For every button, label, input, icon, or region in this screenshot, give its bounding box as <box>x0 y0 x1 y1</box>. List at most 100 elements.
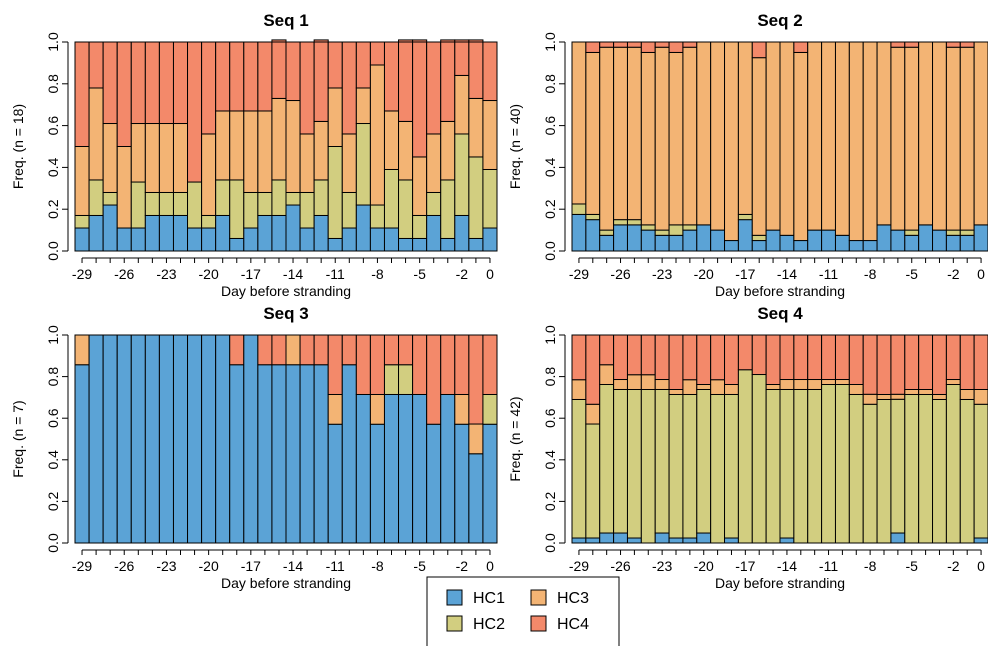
bar-segment-hc3-day--27 <box>102 123 118 193</box>
bar-segment-hc3-day--15 <box>765 384 781 390</box>
plot-frame <box>74 41 498 252</box>
bar-segment-hc2-day--10 <box>834 384 850 544</box>
bar-segment-hc4-day--18 <box>229 41 245 112</box>
bar-segment-hc2-day--20 <box>201 214 217 229</box>
bar-segment-hc3-day--3 <box>440 120 456 181</box>
bar-segment-hc3-day--8 <box>862 393 878 405</box>
bar-segment-hc1-day--8 <box>369 423 385 544</box>
bar-segment-hc1-day--3 <box>440 393 456 544</box>
y-tick-label: 0.2 <box>542 491 558 511</box>
bar-segment-hc1-day--17 <box>737 219 753 252</box>
bar-segment-hc2-day-0 <box>482 393 498 425</box>
bar-segment-hc1-day--27 <box>102 334 118 544</box>
bar-segment-hc2-day--26 <box>613 389 628 534</box>
bar-segment-hc3-day--21 <box>682 46 698 226</box>
bar-segment-hc4-day--8 <box>862 334 878 395</box>
bar-segment-hc2-day--4 <box>918 393 934 544</box>
bar-segment-hc1-day--14 <box>779 537 795 544</box>
bar-segment-hc2-day--16 <box>751 234 767 242</box>
bar-segment-hc1-day--16 <box>751 240 767 252</box>
legend-swatch-hc4 <box>530 615 547 632</box>
bar-segment-hc1-day--23 <box>654 532 670 544</box>
x-tick-label: 0 <box>977 266 985 282</box>
bar-segment-hc4-day--26 <box>116 41 132 147</box>
bar-segment-hc4-day--25 <box>130 41 146 125</box>
bar-segment-hc1-day--1 <box>959 234 975 252</box>
x-tick-label: -8 <box>371 558 384 574</box>
x-tick-label: -5 <box>413 558 426 574</box>
bar-segment-hc4-day--1 <box>468 334 484 425</box>
bar-segment-hc2-day--18 <box>724 393 739 539</box>
bar-segment-hc3-day--27 <box>599 364 615 385</box>
x-tick-label: -23 <box>652 266 672 282</box>
bar-segment-hc3-day--5 <box>412 156 428 216</box>
plot-frame <box>571 41 988 252</box>
bar-segment-hc4-day--8 <box>369 334 385 395</box>
x-tick-label: -29 <box>72 266 92 282</box>
bar-segment-hc4-day--13 <box>793 41 809 53</box>
bar-segment-hc1-day--13 <box>299 227 315 252</box>
x-tick-label: -26 <box>114 558 134 574</box>
bar-segment-hc3-day--6 <box>890 393 906 400</box>
y-tick-label: 0.6 <box>45 116 61 136</box>
bar-segment-hc1-day--9 <box>355 204 371 252</box>
bar-segment-hc4-day--16 <box>751 334 767 376</box>
bar-segment-hc2-day--16 <box>751 374 767 544</box>
bar-segment-hc3-day--28 <box>585 51 601 215</box>
bar-segment-hc3-day--17 <box>737 41 753 215</box>
bar-segment-hc2-day--14 <box>779 389 795 539</box>
bar-segment-hc4-day--28 <box>585 41 601 53</box>
bar-segment-hc4-day--3 <box>440 39 456 122</box>
legend: HC1 HC2 HC3 HC4 <box>426 576 620 646</box>
bar-segment-hc4-day--16 <box>257 41 273 112</box>
x-tick-label: -2 <box>947 558 960 574</box>
bar-segment-hc4-day--15 <box>271 334 287 366</box>
bar-segment-hc1-day--3 <box>440 237 456 252</box>
legend-label-hc1: HC1 <box>473 590 505 607</box>
bar-segment-hc2-day--15 <box>765 389 781 544</box>
panel-4: 0.00.20.40.60.81.0-29 -26 -23 -20 -17 -14 -11-… <box>507 304 988 591</box>
bar-segment-hc4-day-0 <box>482 41 498 102</box>
bar-segment-hc3-day--25 <box>626 46 642 221</box>
bar-segment-hc4-day--5 <box>412 39 428 158</box>
bar-segment-hc1-day--22 <box>172 334 189 544</box>
bar-segment-hc4-day--23 <box>654 334 670 381</box>
bar-segment-hc2-day--21 <box>187 181 203 229</box>
bar-segment-hc2-day--22 <box>172 191 189 216</box>
bar-segment-hc3-day--13 <box>793 379 809 390</box>
x-tick-label: -29 <box>569 558 589 574</box>
bar-segment-hc4-day--15 <box>271 39 287 99</box>
bar-segment-hc1-day--28 <box>585 219 601 252</box>
bar-segment-hc3-day--13 <box>299 133 315 193</box>
bar-segment-hc4-day--6 <box>890 41 906 48</box>
bar-segment-hc4-day--6 <box>890 334 906 395</box>
bar-segment-hc4-day--12 <box>313 39 329 122</box>
bar-segment-hc3-day--10 <box>834 41 850 236</box>
bar-segment-hc4-day--13 <box>299 334 315 366</box>
bar-segment-hc1-day--5 <box>904 234 920 252</box>
bar-segment-hc2-day--3 <box>932 398 947 544</box>
bar-segment-hc3-day--23 <box>158 123 174 193</box>
bar-segment-hc2-day--14 <box>285 191 301 206</box>
x-tick-label: -11 <box>819 266 838 282</box>
x-tick-label: -5 <box>906 266 919 282</box>
bar-segment-hc4-day--28 <box>585 334 601 405</box>
bar-segment-hc1-day--11 <box>327 423 343 544</box>
x-tick-label: -5 <box>413 266 426 282</box>
bar-segment-hc4-day--18 <box>724 334 739 385</box>
bar-segment-hc1-day--28 <box>585 537 601 544</box>
legend-label-hc4: HC4 <box>557 616 589 633</box>
x-tick-label: -23 <box>156 558 176 574</box>
legend-box <box>426 576 620 646</box>
bar-segment-hc3-day--29 <box>74 334 90 366</box>
bar-segment-hc4-day--28 <box>88 41 104 89</box>
y-tick-label: 1.0 <box>45 32 61 52</box>
y-tick-label: 0.0 <box>542 241 558 261</box>
legend-swatch-hc2 <box>446 615 463 632</box>
bar-segment-hc3-day--8 <box>369 64 385 206</box>
bar-segment-hc2-day--11 <box>327 146 343 239</box>
bar-segment-hc1-day--7 <box>383 393 400 544</box>
x-tick-label: 0 <box>977 558 985 574</box>
bar-segment-hc1-day--20 <box>696 224 712 252</box>
bar-segment-hc1-day--12 <box>313 214 329 252</box>
